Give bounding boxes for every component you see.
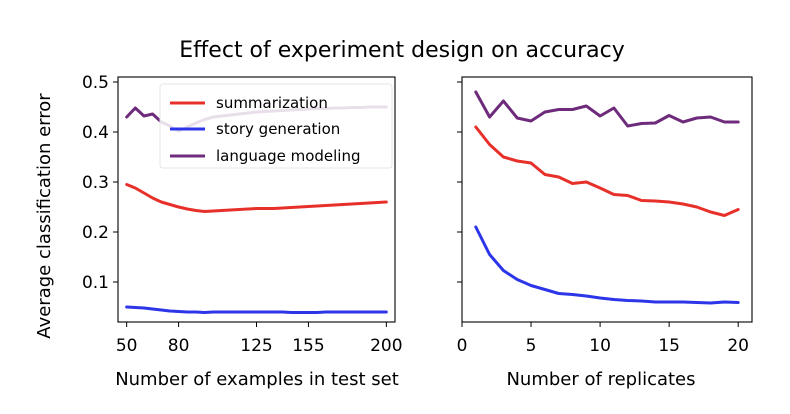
legend-box — [159, 83, 393, 169]
x-tick-label: 0 — [457, 336, 468, 356]
x-axis-label-left: Number of examples in test set — [115, 369, 399, 390]
series-line-story-generation — [474, 225, 740, 305]
x-tick-label: 15 — [658, 336, 680, 356]
x-tick-label: 20 — [727, 336, 749, 356]
x-tick-label: 5 — [526, 336, 537, 356]
y-tick-label: 0.3 — [82, 173, 109, 193]
x-tick-label: 155 — [292, 336, 324, 356]
legend-label-summarization: summarization — [216, 94, 328, 112]
chart-panel-right: 0 5 10 15 20 — [457, 76, 753, 356]
series-line-story-generation — [125, 305, 388, 314]
x-tick-label: 125 — [240, 336, 272, 356]
y-tick-label: 0.1 — [82, 273, 109, 293]
plot-frame — [461, 76, 753, 323]
x-tick-label: 200 — [370, 336, 402, 356]
legend-label-language-modeling: language modeling — [216, 147, 361, 165]
x-axis-label-right: Number of replicates — [506, 369, 695, 390]
y-tick-label: 0.2 — [82, 223, 109, 243]
y-axis-label: Average classification error — [34, 93, 55, 339]
legend-label-story-generation: story generation — [216, 120, 340, 138]
series-line-summarization — [474, 125, 740, 217]
series-line-language-modeling — [474, 90, 740, 128]
series-line-summarization — [125, 183, 388, 213]
legend: summarization story generation language … — [159, 83, 393, 169]
figure-title: Effect of experiment design on accuracy — [179, 38, 625, 63]
x-tick-label: 50 — [116, 336, 138, 356]
x-tick-label: 10 — [589, 336, 611, 356]
y-tick-label: 0.5 — [82, 73, 109, 93]
y-tick-label: 0.4 — [82, 123, 109, 143]
x-tick-label: 80 — [168, 336, 190, 356]
